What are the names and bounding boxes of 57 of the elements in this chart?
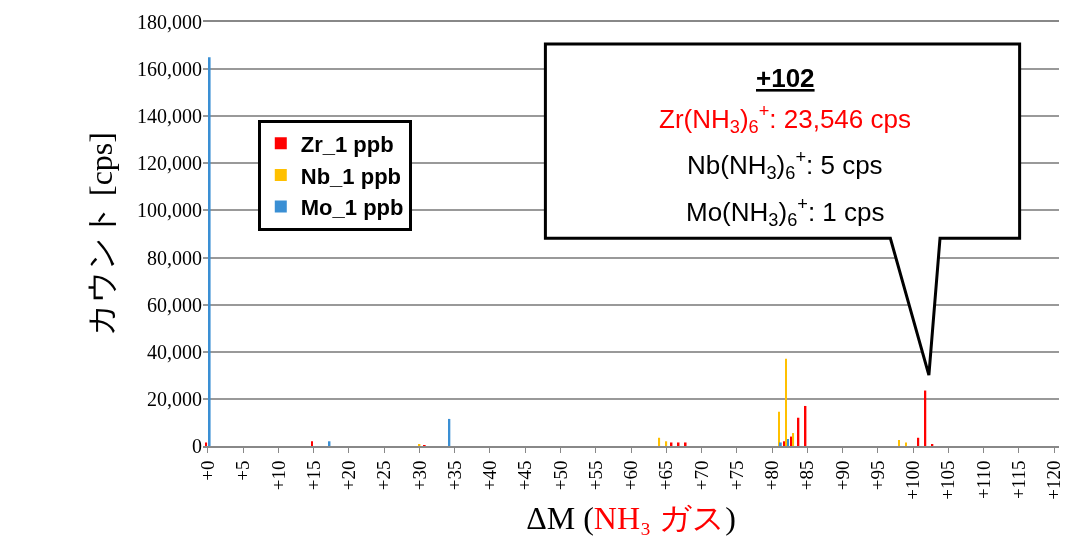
bar <box>205 442 208 446</box>
y-tick-label: 60,000 <box>147 293 202 316</box>
y-axis-title: カウント [cps] <box>83 132 120 336</box>
x-tick-label: +50 <box>549 460 571 491</box>
annotation: Zr(NH$_{3}$)$_{6}$$^{+}$: 23,546 cps <box>659 101 911 138</box>
y-tick-label: 140,000 <box>137 105 202 128</box>
bar <box>778 411 780 446</box>
x-tick-label: +120 <box>1043 460 1065 500</box>
x-tick-label: +65 <box>655 460 677 491</box>
y-tick-label: 20,000 <box>147 387 202 410</box>
bar <box>787 438 789 446</box>
y-tick-label: 160,000 <box>137 58 202 81</box>
bar <box>905 442 907 446</box>
x-tick-label: +90 <box>831 460 853 491</box>
x-tick-label: +15 <box>302 460 324 491</box>
legend-label: Zr_1 ppb <box>300 131 394 157</box>
annotation: +102 <box>756 63 815 93</box>
x-tick-label: +110 <box>972 460 994 500</box>
x-tick-label: +60 <box>620 460 642 491</box>
x-tick-label: +70 <box>690 460 712 491</box>
x-tick-label: +25 <box>373 460 395 491</box>
y-tick-label: 80,000 <box>147 246 202 269</box>
x-tick-label: +10 <box>267 460 289 491</box>
bar <box>898 440 900 446</box>
bar <box>783 441 786 446</box>
y-tick-label: 40,000 <box>147 340 202 363</box>
x-tick-label: +75 <box>725 460 747 491</box>
bar <box>785 358 787 446</box>
annotation: Nb(NH$_{3}$)$_{6}$$^{+}$: 5 cps <box>687 147 883 184</box>
bar <box>658 437 661 446</box>
y-tick-label: 100,000 <box>137 199 202 222</box>
x-tick-label: +95 <box>866 460 888 491</box>
legend-label: Mo_1 ppb <box>300 195 404 221</box>
bar <box>779 442 782 446</box>
x-tick-label: +0 <box>197 460 219 481</box>
x-tick-label: +20 <box>338 460 360 491</box>
x-tick-label: +80 <box>761 460 783 491</box>
x-tick-label: +115 <box>1007 460 1029 500</box>
x-tick-label: +5 <box>232 460 254 481</box>
annotation: Mo(NH$_{3}$)$_{6}$$^{+}$: 1 cps <box>686 194 885 231</box>
x-axis-title: ΔM (NH₃ ガス) <box>526 500 736 537</box>
x-tick-label: +45 <box>514 460 536 491</box>
x-tick-label: +105 <box>937 460 959 500</box>
x-tick-label: +85 <box>796 460 818 491</box>
y-tick-label: 180,000 <box>137 11 202 33</box>
y-tick-label: 0 <box>192 435 202 457</box>
bar <box>665 441 668 446</box>
x-tick-label: +35 <box>443 460 465 491</box>
x-tick-label: +100 <box>902 460 924 500</box>
bar <box>684 442 687 446</box>
x-tick-label: +40 <box>479 460 501 491</box>
bar <box>208 57 211 446</box>
legend-label: Nb_1 ppb <box>300 163 402 189</box>
bar <box>311 441 313 446</box>
x-tick-label: +55 <box>584 460 606 491</box>
y-tick-label: 120,000 <box>137 152 202 175</box>
x-tick-label: +30 <box>408 460 430 491</box>
